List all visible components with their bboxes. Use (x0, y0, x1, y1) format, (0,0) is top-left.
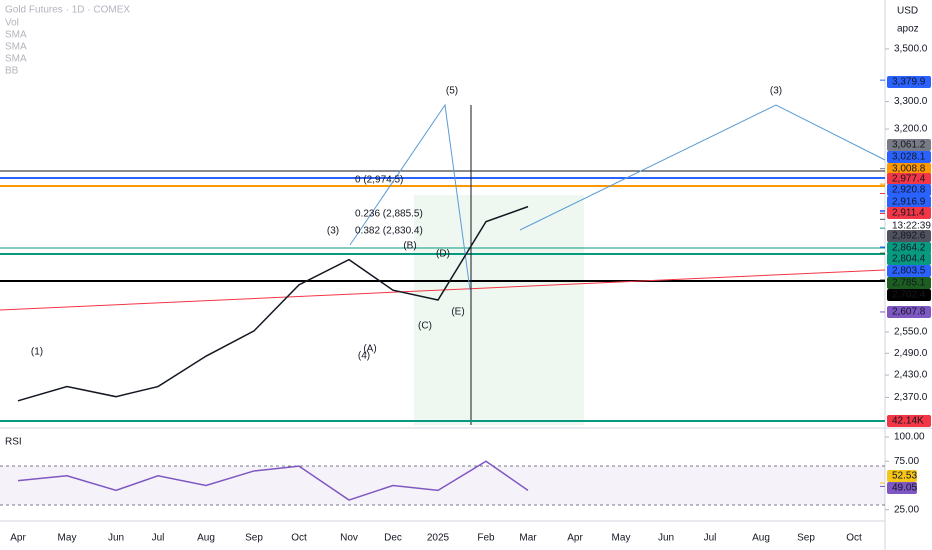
wave-label: (4) (358, 351, 370, 362)
price-badge-label: 2,920.8 (892, 185, 926, 196)
price-badge (887, 242, 931, 254)
x-tick-label: Sep (245, 533, 263, 544)
price-badge (887, 196, 931, 208)
y-tick-label: 2,550.0 (894, 327, 928, 338)
price-badge (887, 253, 931, 265)
price-badge (887, 151, 931, 163)
wave-label: (A) (363, 344, 376, 355)
rsi-badge (887, 470, 917, 482)
wave-label: (D) (436, 249, 450, 260)
trend-line (0, 269, 886, 311)
x-tick-label: Sep (797, 533, 815, 544)
price-badge-label: 2,864.2 (892, 243, 926, 254)
wave-label: (B) (403, 241, 416, 252)
projection (349, 103, 471, 291)
symbol-title: Gold Futures · 1D · COMEX (5, 5, 130, 16)
price-badge-label: 2,804.4 (892, 254, 926, 265)
wave-label: (1) (31, 347, 43, 358)
wave-label: (5) (446, 86, 458, 97)
position-zone (414, 195, 584, 425)
indicator-label: SMA (5, 42, 27, 53)
indicator-label: SMA (5, 30, 27, 41)
x-tick-label: Nov (340, 533, 358, 544)
indicator-label: BB (5, 66, 19, 77)
price-badge-label: 2,607.8 (892, 307, 926, 318)
y-tick-label: 2,370.0 (894, 392, 928, 403)
x-tick-label: Jul (704, 533, 717, 544)
price-badge (887, 184, 931, 196)
projection (519, 104, 886, 231)
price-badge-label: 2,803.5 (892, 266, 926, 277)
rsi-line (17, 460, 529, 501)
price-badge-label: 3,008.8 (892, 164, 926, 175)
rsi-fill (0, 466, 885, 505)
price-badge-label: 2,702.4 (892, 290, 926, 301)
wave-label: (3) (770, 86, 782, 97)
price-badge (887, 265, 931, 277)
account: apoz (897, 24, 919, 35)
y-tick-label: 3,300.0 (894, 96, 928, 107)
rsi-tick-label: 75.00 (894, 456, 919, 467)
rsi-tick-label: 25.00 (894, 504, 919, 515)
price-badge-label: 3,061.2 (892, 140, 926, 151)
price-badge-label: 2,892.6 (892, 231, 926, 242)
price-line (17, 205, 529, 402)
fib-label: 0.382 (2,830.4) (355, 226, 423, 237)
wave-label: (E) (451, 307, 464, 318)
rsi-tick-label: 100.00 (894, 432, 925, 443)
price-badge (887, 277, 931, 289)
x-tick-label: Aug (752, 533, 770, 544)
fib-label: 0 (2,974.5) (355, 175, 403, 186)
rsi-badge-label: 49.05 (892, 483, 917, 494)
price-badge-label: 3,379.9 (892, 77, 926, 88)
volume-badge (887, 415, 931, 427)
price-badge-label: 2,911.4 (892, 208, 925, 219)
price-badge (887, 230, 931, 242)
price-badge (887, 173, 931, 185)
wave-label: (C) (418, 321, 432, 332)
indicator-label: SMA (5, 54, 27, 65)
rsi-badge (887, 482, 917, 494)
price-badge (887, 306, 931, 318)
x-tick-label: Oct (291, 533, 307, 544)
price-badge (887, 163, 931, 175)
x-tick-label: May (612, 533, 631, 544)
y-tick-label: 3,500.0 (894, 44, 928, 55)
indicator-label: Vol (5, 18, 19, 29)
volume-badge-label: 42.14K (892, 416, 924, 427)
price-badge-label: 2,785.1 (892, 278, 926, 289)
price-badge (887, 139, 931, 151)
y-tick-label: 3,200.0 (894, 124, 928, 135)
x-tick-label: Feb (477, 533, 495, 544)
price-badge-label: 3,028.1 (892, 152, 926, 163)
x-tick-label: Mar (519, 533, 537, 544)
rsi-badge-label: 52.53 (892, 471, 917, 482)
rsi-title: RSI (5, 437, 22, 448)
x-tick-label: Jun (108, 533, 124, 544)
price-badge-label: 2,977.4 (892, 174, 926, 185)
price-badge (887, 289, 931, 301)
price-badge-label: 2,916.9 (892, 197, 926, 208)
x-tick-label: Oct (846, 533, 862, 544)
y-tick-label: 2,490.0 (894, 348, 928, 359)
price-badge (887, 76, 931, 88)
x-tick-label: Apr (567, 533, 583, 544)
x-tick-label: Jul (152, 533, 165, 544)
x-tick-label: Aug (197, 533, 215, 544)
x-tick-label: 2025 (427, 533, 450, 544)
x-tick-label: Dec (384, 533, 402, 544)
x-tick-label: Jun (658, 533, 674, 544)
y-tick-label: 2,430.0 (894, 370, 928, 381)
countdown: 13:22:39 (892, 221, 931, 232)
x-tick-label: Apr (10, 533, 26, 544)
x-tick-label: May (58, 533, 77, 544)
fib-label: 0.236 (2,885.5) (355, 209, 423, 220)
price-badge (887, 207, 931, 219)
wave-label: (3) (327, 226, 339, 237)
currency: USD (897, 6, 918, 17)
